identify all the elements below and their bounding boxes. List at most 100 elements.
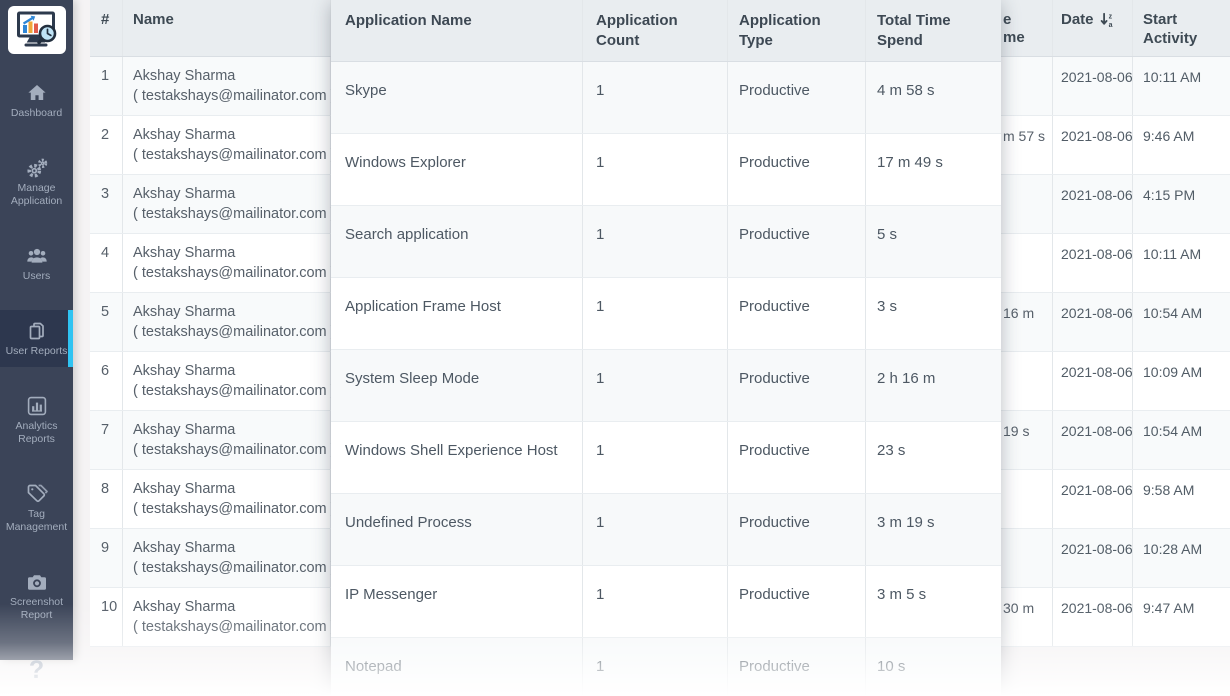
column-header-date[interactable]: Date z a xyxy=(1053,0,1133,56)
sidebar-item-user-reports[interactable]: User Reports xyxy=(0,310,73,367)
sidebar-item-dashboard[interactable]: Dashboard xyxy=(0,72,73,129)
reports-icon xyxy=(2,319,71,343)
user-name-cell: Akshay Sharma ( testakshays@mailinator.c… xyxy=(123,352,335,410)
camera-icon xyxy=(2,570,71,594)
row-index-cell: 5 xyxy=(90,293,123,351)
application-count-cell: 1 xyxy=(583,494,728,565)
app-logo[interactable] xyxy=(7,6,66,54)
idle-header-fragment-top: e xyxy=(1003,11,1012,28)
application-count-cell: 1 xyxy=(583,278,728,349)
date-cell: 2021-08-06 xyxy=(1053,293,1133,351)
application-count-cell: 1 xyxy=(583,350,728,421)
user-email: ( testakshays@mailinator.com ) xyxy=(133,324,336,340)
total-time-spend-cell: 3 m 19 s xyxy=(877,514,935,531)
application-count-cell: 1 xyxy=(583,566,728,637)
row-index-cell: 3 xyxy=(90,175,123,233)
user-email: ( testakshays@mailinator.com ) xyxy=(133,88,336,104)
application-usage-row: IP Messenger 1 Productive 3 m 5 s xyxy=(331,566,1001,638)
user-email: ( testakshays@mailinator.com ) xyxy=(133,619,336,635)
sidebar-item-label: Users xyxy=(22,270,51,282)
user-email: ( testakshays@mailinator.com ) xyxy=(133,265,336,281)
user-name-cell: Akshay Sharma ( testakshays@mailinator.c… xyxy=(123,234,335,292)
application-usage-row: Application Frame Host 1 Productive 3 s xyxy=(331,278,1001,350)
monitor-chart-magnifier-logo-icon xyxy=(16,11,56,47)
idle-time-fragment-cell: 30 m xyxy=(1003,588,1053,646)
user-email: ( testakshays@mailinator.com ) xyxy=(133,442,336,458)
application-name-cell: Application Frame Host xyxy=(331,278,583,349)
idle-header-fragment-bottom: me xyxy=(1003,29,1025,46)
application-type-cell: Productive xyxy=(728,422,866,493)
application-count-cell: 1 xyxy=(583,62,728,133)
column-header-total-time-spend: Total Time Spend xyxy=(866,0,1001,61)
svg-text:z: z xyxy=(1108,14,1112,21)
sidebar-item-analytics-reports[interactable]: Analytics Reports xyxy=(0,385,73,455)
total-time-spend-cell: 23 s xyxy=(877,442,906,459)
sidebar-item-help[interactable]: ? xyxy=(0,649,73,694)
application-name-cell: Search application xyxy=(331,206,583,277)
idle-time-fragment-cell xyxy=(1003,175,1053,233)
gears-icon xyxy=(2,156,71,180)
application-usage-row: Skype 1 Productive 4 m 58 s xyxy=(331,62,1001,134)
idle-time-fragment-cell: m 57 s xyxy=(1003,116,1053,174)
application-usage-row: Windows Shell Experience Host 1 Producti… xyxy=(331,422,1001,494)
start-activity-cell: 10:54 AM xyxy=(1143,305,1203,321)
column-header-application-count: Application Count xyxy=(583,0,728,61)
date-cell: 2021-08-06 xyxy=(1053,529,1133,587)
application-name-cell: Windows Shell Experience Host xyxy=(331,422,583,493)
start-activity-cell: 10:09 AM xyxy=(1143,364,1203,380)
idle-time-fragment-cell xyxy=(1003,57,1053,115)
application-name-cell: Windows Explorer xyxy=(331,134,583,205)
user-name-cell: Akshay Sharma ( testakshays@mailinator.c… xyxy=(123,57,335,115)
row-index-cell: 6 xyxy=(90,352,123,410)
user-name-cell: Akshay Sharma ( testakshays@mailinator.c… xyxy=(123,175,335,233)
sidebar-item-label: Manage Application xyxy=(10,182,63,207)
sidebar-item-manage-application[interactable]: Manage Application xyxy=(0,147,73,217)
user-name-cell: Akshay Sharma ( testakshays@mailinator.c… xyxy=(123,588,335,646)
user-name: Akshay Sharma xyxy=(133,363,236,379)
application-type-cell: Productive xyxy=(728,638,866,696)
application-count-cell: 1 xyxy=(583,206,728,277)
application-type-cell: Productive xyxy=(728,566,866,637)
user-name-cell: Akshay Sharma ( testakshays@mailinator.c… xyxy=(123,470,335,528)
user-name-cell: Akshay Sharma ( testakshays@mailinator.c… xyxy=(123,529,335,587)
column-header-start-activity: Start Activity xyxy=(1133,0,1230,56)
start-activity-cell: 10:28 AM xyxy=(1143,541,1203,557)
application-type-cell: Productive xyxy=(728,350,866,421)
start-activity-cell: 10:11 AM xyxy=(1143,246,1202,262)
column-header-index: # xyxy=(90,0,123,56)
date-header-label: Date xyxy=(1061,11,1094,28)
idle-time-fragment-cell xyxy=(1003,529,1053,587)
sidebar-item-tag-management[interactable]: Tag Management xyxy=(0,473,73,543)
total-time-spend-cell: 3 m 5 s xyxy=(877,586,927,603)
user-email: ( testakshays@mailinator.com ) xyxy=(133,147,336,163)
date-cell: 2021-08-06 xyxy=(1053,175,1133,233)
sort-descending-za-icon[interactable]: z a xyxy=(1100,12,1115,28)
row-index-cell: 1 xyxy=(90,57,123,115)
column-header-application-name: Application Name xyxy=(331,0,583,61)
date-cell: 2021-08-06 xyxy=(1053,588,1133,646)
application-name-cell: Notepad xyxy=(331,638,583,696)
start-activity-cell: 9:47 AM xyxy=(1143,600,1195,616)
idle-time-fragment-cell xyxy=(1003,352,1053,410)
user-name: Akshay Sharma xyxy=(133,540,236,556)
row-index-cell: 9 xyxy=(90,529,123,587)
idle-time-column-header-fragment: e me xyxy=(1003,0,1053,56)
total-time-spend-cell: 17 m 49 s xyxy=(877,154,943,171)
home-icon xyxy=(2,81,71,105)
user-name: Akshay Sharma xyxy=(133,245,236,261)
user-name: Akshay Sharma xyxy=(133,599,236,615)
application-type-cell: Productive xyxy=(728,206,866,277)
start-activity-cell: 10:11 AM xyxy=(1143,69,1202,85)
column-header-application-type: Application Type xyxy=(728,0,866,61)
user-name: Akshay Sharma xyxy=(133,68,236,84)
application-type-cell: Productive xyxy=(728,494,866,565)
application-name-cell: Skype xyxy=(331,62,583,133)
application-type-cell: Productive xyxy=(728,134,866,205)
sidebar-item-screenshot-report[interactable]: Screenshot Report xyxy=(0,561,73,631)
sidebar-item-users[interactable]: Users xyxy=(0,235,73,292)
total-time-spend-cell: 5 s xyxy=(877,226,898,243)
user-name: Akshay Sharma xyxy=(133,422,236,438)
user-name-cell: Akshay Sharma ( testakshays@mailinator.c… xyxy=(123,411,335,469)
application-usage-row: Windows Explorer 1 Productive 17 m 49 s xyxy=(331,134,1001,206)
application-usage-row: Search application 1 Productive 5 s xyxy=(331,206,1001,278)
